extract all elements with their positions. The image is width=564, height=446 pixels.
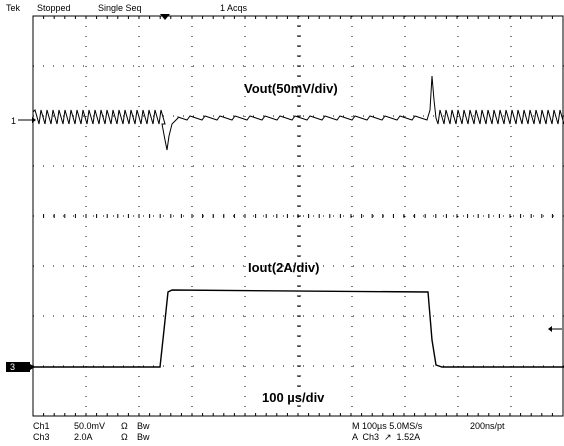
timebase-label: 100 µs/div [262,390,325,405]
acquisition-count: 1 Acqs [220,3,248,13]
ch3-arrow-icon [30,364,35,370]
horizontal-timebase: M 100µs 5.0MS/s [352,421,423,431]
acquisition-mode: Single Seq [98,3,142,13]
ch3-level-marker: 3 [6,362,35,372]
ch3-bandwidth: Bw [137,432,150,442]
ch3-scale: 2.0A [74,432,93,442]
ch1-marker-label: 1 [11,116,16,126]
brand-label: Tek [6,3,21,13]
ch1-bandwidth: Bw [137,421,150,431]
ch3-impedance: Ω [121,432,128,442]
acquisition-state: Stopped [37,3,71,13]
graticule [32,15,564,417]
iout-waveform [33,289,564,368]
ch1-impedance: Ω [121,421,128,431]
vout-label: Vout(50mV/div) [244,81,338,96]
ch3-marker-label: 3 [10,362,15,372]
record-resolution: 200ns/pt [470,421,505,431]
ch1-arrow-icon [32,117,36,123]
ch1-level-marker: 1 [11,116,36,126]
ch3-name: Ch3 [33,432,50,442]
iout-label: Iout(2A/div) [248,260,320,275]
status-bar: Tek Stopped Single Seq 1 Acqs [0,0,564,18]
trigger-level-marker [548,326,562,332]
ch1-scale: 50.0mV [74,421,106,431]
ch1-name: Ch1 [33,421,50,431]
vout-waveform [32,75,564,151]
trigger-setting: A Ch3 ↗ 1.52A [352,432,421,442]
readout-bar: Ch1 50.0mV Ω Bw Ch3 2.0A Ω Bw M 100µs 5.… [0,416,564,446]
trigger-level-arrow-icon [548,326,552,332]
trigger-position-icon [160,14,170,20]
